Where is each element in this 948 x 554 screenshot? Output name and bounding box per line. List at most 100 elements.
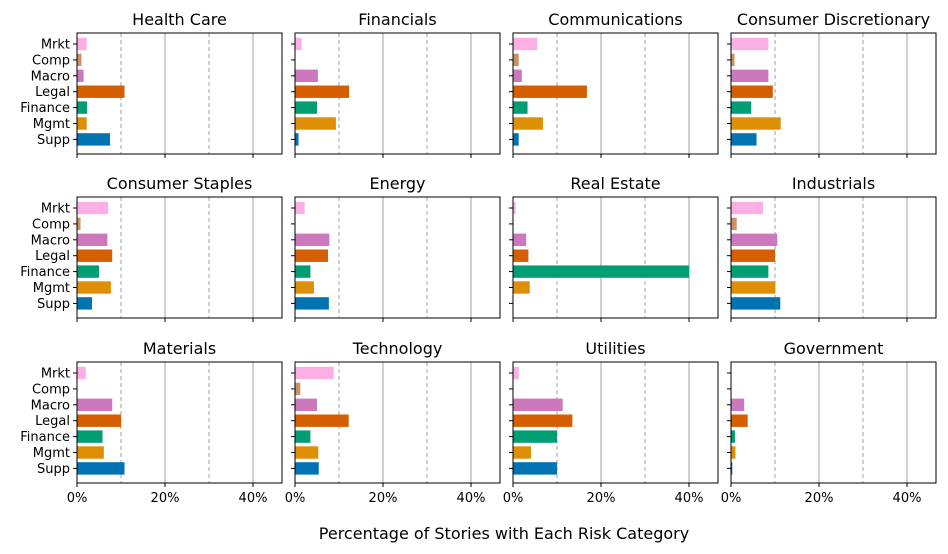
bar-mgmt xyxy=(731,281,776,294)
panel-title: Real Estate xyxy=(570,174,660,193)
panel-industrials: Industrials xyxy=(727,174,937,322)
panel-frame xyxy=(76,361,283,484)
panel-health-care: Health Care MrktCompMacroLegalFinanceMgmt… xyxy=(20,10,283,158)
bar-macro xyxy=(731,69,769,82)
y-tick-label: Comp xyxy=(32,53,70,68)
bar-macro xyxy=(295,398,317,411)
panel-title: Government xyxy=(784,339,884,358)
bar-mgmt xyxy=(77,117,87,130)
x-tick-label: 0% xyxy=(503,491,524,506)
bar-comp xyxy=(731,217,737,231)
bar-legal xyxy=(295,249,328,262)
bar-macro xyxy=(731,398,745,411)
y-tick-label: Mgmt xyxy=(33,446,70,461)
panel-frame xyxy=(294,361,501,484)
bar-macro xyxy=(77,398,113,411)
panel-title: Consumer Staples xyxy=(107,174,253,193)
bar-legal xyxy=(731,414,748,427)
bar-supp xyxy=(295,297,329,310)
bar-legal xyxy=(731,249,775,262)
y-tick-label: Mgmt xyxy=(33,117,70,132)
y-tick-label: Legal xyxy=(35,414,70,429)
x-tick-label: 20% xyxy=(805,491,834,506)
bar-mgmt xyxy=(295,281,314,294)
bar-finance xyxy=(731,101,752,114)
bar-supp xyxy=(731,133,757,146)
panel-energy: Energy xyxy=(291,174,501,322)
panel-frame xyxy=(294,32,501,155)
bar-finance xyxy=(295,265,311,278)
panel-title: Financials xyxy=(358,10,436,29)
bar-mrkt xyxy=(295,37,302,51)
panel-frame xyxy=(512,361,719,484)
bar-mgmt xyxy=(731,446,736,459)
panel-utilities: Utilities 0% 20% 40% xyxy=(503,339,719,506)
y-tick-label: Comp xyxy=(32,217,70,232)
bar-finance xyxy=(513,430,557,443)
bar-legal xyxy=(77,85,125,98)
bar-finance xyxy=(513,265,689,278)
y-tick-label: Finance xyxy=(20,101,70,116)
bar-legal xyxy=(77,414,121,427)
panel-frame xyxy=(730,32,937,155)
bar-mrkt xyxy=(513,366,519,380)
bar-mrkt xyxy=(513,201,516,215)
bar-mgmt xyxy=(731,117,781,130)
bar-mrkt xyxy=(731,37,769,51)
bar-supp xyxy=(513,462,557,475)
bar-macro xyxy=(513,233,527,246)
x-tick-label: 0% xyxy=(285,491,306,506)
bar-macro xyxy=(295,69,318,82)
bar-mgmt xyxy=(77,446,104,459)
x-axis-label: Percentage of Stories with Each Risk Cat… xyxy=(319,524,689,543)
panel-communications: Communications xyxy=(509,10,719,158)
y-tick-label: Supp xyxy=(37,297,70,312)
bar-supp xyxy=(513,133,519,146)
bar-finance xyxy=(295,101,317,114)
bar-legal xyxy=(513,85,587,98)
bar-comp xyxy=(77,217,81,231)
y-tick-label: Comp xyxy=(32,382,70,397)
panel-consumer-discretionary: Consumer Discretionary xyxy=(727,10,937,158)
bar-comp xyxy=(295,382,301,396)
x-tick-label: 0% xyxy=(721,491,742,506)
y-tick-label: Legal xyxy=(35,249,70,264)
bar-mgmt xyxy=(295,446,319,459)
panel-title: Materials xyxy=(143,339,216,358)
panel-title: Utilities xyxy=(585,339,645,358)
panel-title: Industrials xyxy=(792,174,875,193)
bar-mrkt xyxy=(77,366,86,380)
y-tick-label: Mrkt xyxy=(41,367,70,382)
bar-mrkt xyxy=(295,366,334,380)
bar-finance xyxy=(77,265,99,278)
panel-materials: Materials MrktCompMacroLegalFinanceMgmtSu… xyxy=(20,339,283,506)
bar-finance xyxy=(513,101,528,114)
bar-mgmt xyxy=(513,281,530,294)
panel-frame xyxy=(730,196,937,319)
bar-supp xyxy=(295,462,319,475)
y-tick-label: Mrkt xyxy=(41,202,70,217)
panel-title: Energy xyxy=(369,174,425,193)
bar-legal xyxy=(295,414,349,427)
y-tick-label: Finance xyxy=(20,265,70,280)
bar-finance xyxy=(731,265,769,278)
x-tick-label: 40% xyxy=(457,491,486,506)
y-tick-label: Macro xyxy=(31,398,70,413)
panel-frame xyxy=(512,32,719,155)
y-tick-label: Mgmt xyxy=(33,281,70,296)
bar-legal xyxy=(77,249,113,262)
bar-legal xyxy=(513,249,529,262)
panel-frame xyxy=(76,32,283,155)
bar-macro xyxy=(77,233,108,246)
y-tick-label: Finance xyxy=(20,430,70,445)
bar-supp xyxy=(731,297,781,310)
panel-title: Health Care xyxy=(132,10,227,29)
bar-finance xyxy=(731,430,735,443)
bar-macro xyxy=(731,233,778,246)
y-tick-label: Macro xyxy=(31,233,70,248)
bar-macro xyxy=(77,69,84,82)
bar-supp xyxy=(77,297,92,310)
bar-legal xyxy=(513,414,573,427)
bar-comp xyxy=(731,53,735,67)
y-tick-label: Supp xyxy=(37,462,70,477)
